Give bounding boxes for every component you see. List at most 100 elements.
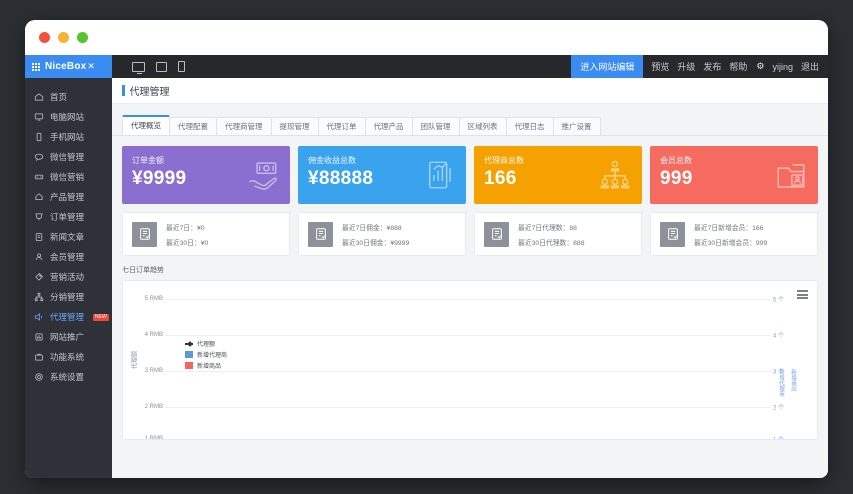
minimize-icon[interactable] [58, 32, 69, 43]
y-axis-label: 代理额 [132, 350, 139, 370]
sidebar-item-wechat-manage[interactable]: 微信管理 [25, 147, 112, 167]
sub-stat-commission: 最近7日佣金：¥888 最近30日佣金：¥9999 [298, 212, 466, 256]
stat-card-label: 订单金额 [132, 156, 164, 165]
y-axis-tick: 1 RMB [144, 436, 163, 440]
preview-link[interactable]: 预览 [651, 62, 670, 72]
tab-promotion-settings[interactable]: 推广设置 [552, 117, 601, 135]
report-icon [660, 221, 685, 247]
trend-chart[interactable]: 5 RMB 4 RMB 3 RMB 2 RMB 1 RMB 5 个 4 个 3 … [122, 280, 818, 440]
legend-label: 新增代理商 [197, 353, 228, 359]
app-header: NiceBox 进入网站编辑 预览 升级 发布 帮助 ⚙ yijing 退出 [25, 55, 828, 78]
sidebar-item-mobile-site[interactable]: 手机网站 [25, 127, 112, 147]
logout-link[interactable]: 退出 [800, 62, 819, 72]
stat-card-order-amount[interactable]: 订单金额 ¥9999 [122, 146, 290, 204]
tab-agent-overview[interactable]: 代理概览 [122, 115, 170, 135]
legend-label: 新增商品 [197, 364, 222, 370]
sidebar-item-distribution-manage[interactable]: 分销管理 [25, 287, 112, 307]
tab-withdraw[interactable]: 提现管理 [270, 117, 319, 135]
sidebar-item-label: 微信营销 [50, 172, 85, 182]
sidebar-item-site-promotion[interactable]: 网站推广 [25, 327, 112, 347]
sub-stat-line: 最近30日新增会员：999 [694, 239, 768, 247]
legend-item: 新增商品 [185, 361, 227, 370]
y-axis-tick: 3 RMB [144, 368, 163, 374]
page-title-text: 代理管理 [129, 87, 170, 98]
sub-stat-line: 最近30日代理数：888 [518, 239, 585, 247]
sidebar-item-label: 订单管理 [50, 212, 85, 222]
desktop-icon[interactable] [132, 61, 145, 74]
stat-card-value: ¥88888 [308, 168, 374, 189]
sidebar-item-news-article[interactable]: 新闻文章 [25, 227, 112, 247]
sub-stat-new-members: 最近7日新增会员：166 最近30日新增会员：999 [650, 212, 818, 256]
sidebar-item-agent-manage[interactable]: 代理管理 NEW [25, 307, 112, 327]
tab-agent-log[interactable]: 代理日志 [505, 117, 554, 135]
tab-bar: 代理概览 代理配置 代理商管理 提现管理 代理订单 代理产品 团队管理 区域列表… [112, 112, 828, 136]
sub-stat-order-amount: 最近7日：¥0 最近30日：¥0 [122, 212, 290, 256]
close-icon[interactable] [39, 32, 50, 43]
tab-agent-product[interactable]: 代理产品 [364, 117, 413, 135]
mobile-icon [34, 132, 44, 142]
sidebar-item-product-manage[interactable]: 产品管理 [25, 187, 112, 207]
window-titlebar [25, 20, 828, 55]
sub-stat-line: 最近7日：¥0 [166, 224, 205, 232]
stat-card-label: 佣金收益总数 [308, 156, 356, 165]
agent-icon [34, 312, 44, 322]
sidebar-item-system-settings[interactable]: 系统设置 [25, 367, 112, 387]
y-axis-tick: 4 RMB [144, 332, 163, 338]
folder-user-icon [774, 158, 808, 192]
cart-icon [34, 212, 44, 222]
stat-card-value: 166 [484, 168, 517, 189]
username-label[interactable]: yijing [772, 61, 793, 72]
sidebar-item-marketing-activity[interactable]: 营销活动 [25, 267, 112, 287]
gear-icon[interactable]: ⚙ [756, 61, 765, 71]
sidebar-item-wechat-marketing[interactable]: 微信营销 [25, 167, 112, 187]
legend-marker-square [185, 362, 193, 369]
sidebar-item-function-system[interactable]: 功能系统 [25, 347, 112, 367]
tab-team-manage[interactable]: 团队管理 [411, 117, 460, 135]
hamburger-icon[interactable] [797, 290, 808, 299]
hierarchy-icon [598, 158, 632, 192]
app-logo[interactable]: NiceBox [25, 55, 112, 78]
enter-site-editor-button[interactable]: 进入网站编辑 [571, 55, 644, 78]
stat-card-member-total[interactable]: 会员总数 999 [650, 146, 818, 204]
help-link[interactable]: 帮助 [729, 62, 748, 72]
tab-region-list[interactable]: 区域列表 [458, 117, 507, 135]
y2-axis-label-1: 新增代理商 [778, 369, 784, 397]
legend-item: 新增代理商 [185, 350, 227, 359]
report-icon [484, 221, 509, 247]
stat-card-value: 999 [660, 168, 693, 189]
tab-agent-config[interactable]: 代理配置 [169, 117, 217, 135]
wechat-icon [34, 152, 44, 162]
sub-stat-line: 最近30日：¥0 [166, 239, 209, 247]
megaphone-icon [34, 172, 44, 182]
stat-card-agent-total[interactable]: 代理商总数 166 [474, 146, 642, 204]
money-hand-icon [246, 158, 280, 192]
maximize-icon[interactable] [77, 32, 88, 43]
sidebar-item-member-manage[interactable]: 会员管理 [25, 247, 112, 267]
tab-agent-order[interactable]: 代理订单 [317, 117, 366, 135]
sidebar-item-label: 会员管理 [50, 252, 85, 262]
sidebar-item-label: 电脑网站 [50, 112, 85, 122]
document-icon [34, 232, 44, 242]
chart-title: 七日订单趋势 [122, 267, 164, 274]
stat-card-commission-total[interactable]: 佣金收益总数 ¥88888 [298, 146, 466, 204]
tablet-icon[interactable] [156, 61, 167, 72]
sidebar-item-pc-site[interactable]: 电脑网站 [25, 107, 112, 127]
sidebar-item-label: 手机网站 [50, 132, 85, 142]
tag-icon [34, 272, 44, 282]
sidebar-item-home[interactable]: 首页 [25, 87, 112, 107]
stat-card-row: 订单金额 ¥9999 佣金收益总数 ¥88888 [112, 136, 828, 204]
mobile-icon[interactable] [178, 61, 185, 72]
y2-axis-tick: 2 个 [773, 405, 785, 412]
upgrade-link[interactable]: 升级 [677, 62, 696, 72]
grid-menu-icon[interactable] [32, 62, 40, 71]
legend-item: 代理额 [185, 339, 227, 348]
sidebar-item-label: 网站推广 [50, 332, 85, 342]
tab-agent-merchant[interactable]: 代理商管理 [216, 117, 272, 135]
sub-stat-line: 最近7日佣金：¥888 [342, 224, 402, 232]
sidebar-item-order-manage[interactable]: 订单管理 [25, 207, 112, 227]
publish-link[interactable]: 发布 [703, 62, 722, 72]
sidebar-item-label: 首页 [50, 92, 68, 102]
sidebar-nav: 首页 电脑网站 手机网站 微信管理 微信营销 产品管理 [25, 78, 112, 478]
browser-window: NiceBox 进入网站编辑 预览 升级 发布 帮助 ⚙ yijing 退出 首… [25, 20, 828, 478]
sidebar-item-label: 营销活动 [50, 272, 85, 282]
